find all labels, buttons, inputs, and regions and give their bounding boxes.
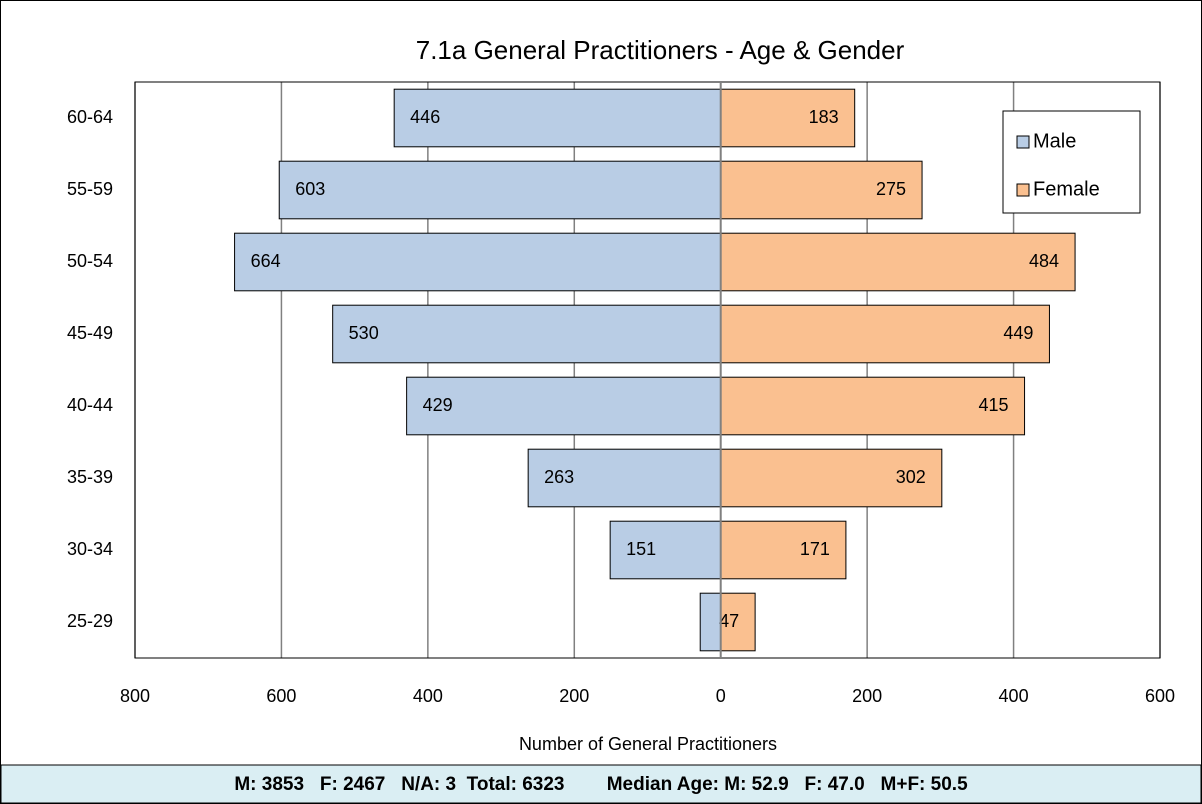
bar xyxy=(699,592,722,652)
x-tick-label: 400 xyxy=(413,686,443,706)
bar xyxy=(393,88,722,148)
y-tick-label: 25-29 xyxy=(67,611,113,631)
bar xyxy=(234,232,722,292)
y-tick-label: 35-39 xyxy=(67,467,113,487)
bar xyxy=(720,160,923,220)
bar xyxy=(332,304,722,364)
footer: M: 3853 F: 2467 N/A: 3 Total: 6323 Media… xyxy=(234,774,968,795)
bar xyxy=(720,448,943,508)
x-tick-label: 200 xyxy=(559,686,589,706)
data-label: 664 xyxy=(251,251,281,271)
data-label: 415 xyxy=(979,395,1009,415)
bar xyxy=(720,592,756,652)
y-tick-label: 55-59 xyxy=(67,179,113,199)
data-label: 275 xyxy=(876,179,906,199)
bar xyxy=(720,304,1050,364)
data-label: 449 xyxy=(1003,323,1033,343)
data-label: 263 xyxy=(544,467,574,487)
y-tick-label: 60-64 xyxy=(67,107,113,127)
legend-label: Male xyxy=(1033,130,1076,152)
data-label: 151 xyxy=(626,539,656,559)
data-label: 429 xyxy=(423,395,453,415)
x-tick-label: 0 xyxy=(716,686,726,706)
bar xyxy=(406,376,722,436)
x-tick-label: 600 xyxy=(1145,686,1175,706)
bar xyxy=(527,448,722,508)
x-axis-label: Number of General Practitioners xyxy=(519,734,777,754)
data-label: 302 xyxy=(896,467,926,487)
bar xyxy=(720,232,1076,292)
data-label: 446 xyxy=(410,107,440,127)
data-label: 603 xyxy=(295,179,325,199)
x-tick-label: 200 xyxy=(852,686,882,706)
x-tick-label: 600 xyxy=(266,686,296,706)
bar xyxy=(720,520,847,580)
y-tick-label: 50-54 xyxy=(67,251,113,271)
legend-swatch xyxy=(1016,183,1030,197)
y-tick-label: 40-44 xyxy=(67,395,113,415)
bar xyxy=(720,376,1026,436)
x-tick-label: 400 xyxy=(999,686,1029,706)
chart-title: 7.1a General Practitioners - Age & Gende… xyxy=(416,35,905,65)
bar xyxy=(720,88,856,148)
bar xyxy=(278,160,722,220)
data-label: 530 xyxy=(349,323,379,343)
plot-border xyxy=(134,81,1161,659)
footer-band xyxy=(0,764,1202,804)
x-tick-label: 800 xyxy=(120,686,150,706)
y-tick-label: 45-49 xyxy=(67,323,113,343)
data-label: 47 xyxy=(719,611,739,631)
y-tick-label: 30-34 xyxy=(67,539,113,559)
data-label: 171 xyxy=(800,539,830,559)
legend-swatch xyxy=(1016,135,1030,149)
data-label: 183 xyxy=(809,107,839,127)
bar xyxy=(609,520,722,580)
data-label: 484 xyxy=(1029,251,1059,271)
legend-label: Female xyxy=(1033,178,1100,200)
